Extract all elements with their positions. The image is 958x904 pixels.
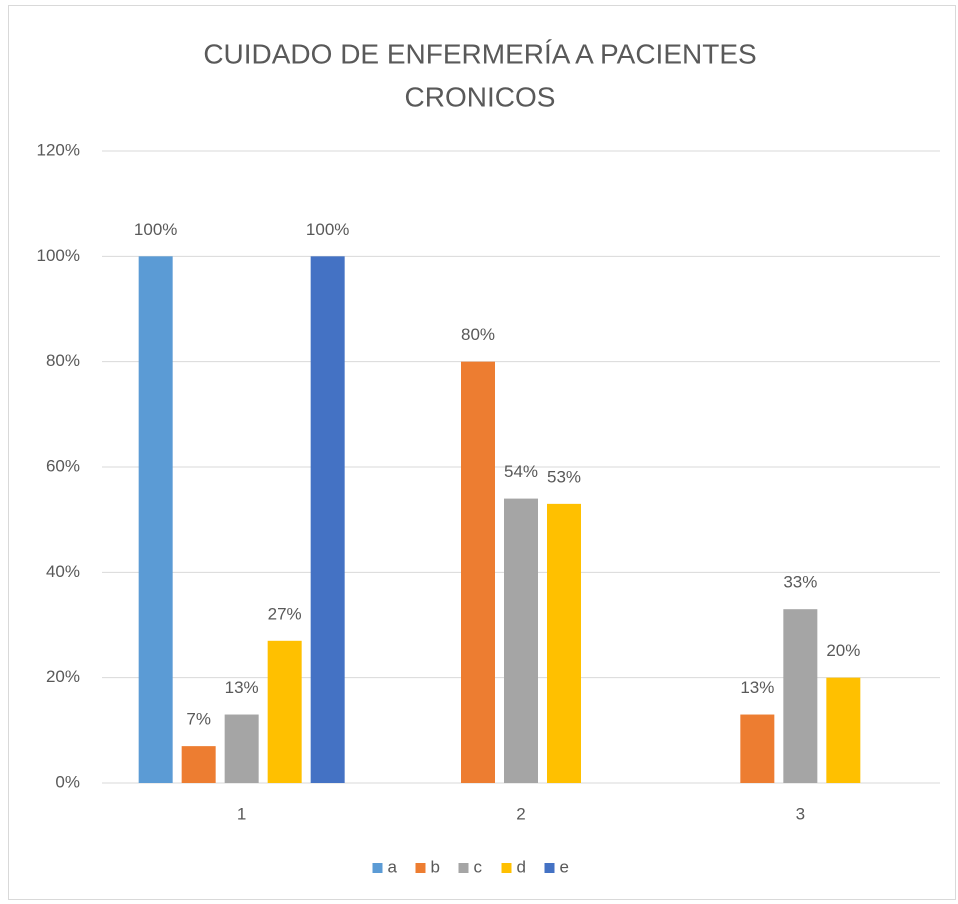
x-tick-label: 2 (516, 804, 525, 823)
data-label: 13% (740, 678, 774, 697)
y-tick-label: 60% (46, 456, 80, 475)
legend-swatch (544, 863, 555, 873)
y-tick-label: 120% (37, 140, 80, 159)
data-label: 13% (225, 678, 259, 697)
bar (181, 746, 216, 783)
legend-label: e (560, 857, 569, 876)
legend-swatch (501, 863, 512, 873)
x-tick-label: 3 (796, 804, 805, 823)
legend-label: d (517, 857, 526, 876)
data-label: 20% (826, 641, 860, 660)
legend-label: b (431, 857, 440, 876)
bar (138, 256, 173, 783)
data-label: 100% (306, 220, 349, 239)
x-tick-label: 1 (237, 804, 246, 823)
bar (461, 361, 495, 783)
legend-label: c (474, 857, 483, 876)
bar (740, 714, 775, 783)
bar (224, 714, 259, 783)
bar (310, 256, 345, 783)
data-label: 80% (461, 325, 495, 344)
bar (267, 640, 302, 783)
data-label: 54% (504, 462, 538, 481)
y-tick-label: 100% (37, 246, 80, 265)
data-label: 33% (783, 573, 817, 592)
bar (504, 498, 538, 783)
data-label: 100% (134, 220, 177, 239)
chart-title: CRONICOS (405, 81, 556, 112)
legend-swatch (415, 863, 426, 873)
data-label: 53% (547, 467, 581, 486)
legend-swatch (458, 863, 469, 873)
y-tick-label: 20% (46, 667, 80, 686)
y-tick-label: 80% (46, 351, 80, 370)
y-tick-label: 40% (46, 562, 80, 581)
bar (547, 503, 581, 783)
y-tick-label: 0% (55, 772, 80, 791)
chart-title: CUIDADO DE ENFERMERÍA A PACIENTES (203, 38, 756, 69)
data-label: 7% (186, 710, 211, 729)
legend-swatch (372, 863, 383, 873)
legend-label: a (388, 857, 398, 876)
data-label: 27% (268, 604, 302, 623)
bar (783, 609, 818, 783)
bar (826, 677, 861, 783)
